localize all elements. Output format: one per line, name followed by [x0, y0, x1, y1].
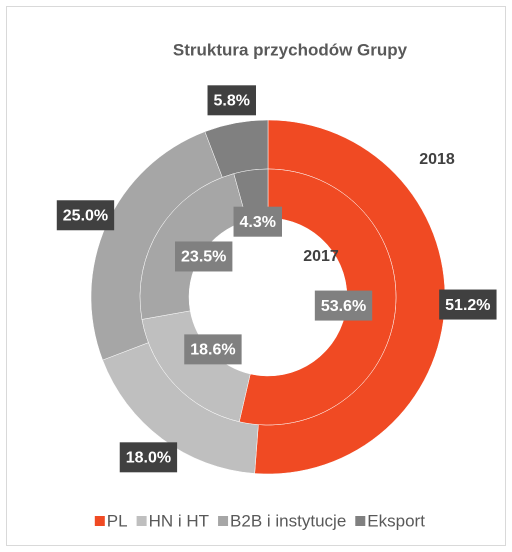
data-label: 53.6%: [314, 290, 373, 321]
data-label-box: [56, 200, 115, 231]
data-label-box: [184, 334, 242, 365]
data-label-text: 51.2%: [445, 297, 490, 314]
data-label-text: 18.0%: [126, 450, 171, 467]
legend-label: B2B i instytucje: [230, 511, 346, 530]
data-label: 18.0%: [119, 442, 178, 473]
data-label-box: [314, 290, 373, 321]
legend-swatch: [136, 516, 147, 526]
data-label: 25.0%: [56, 200, 115, 231]
data-label-box: [233, 206, 282, 237]
legend-label: Eksport: [367, 511, 425, 530]
series-name: 2018: [419, 151, 455, 168]
legend-swatch: [94, 516, 105, 526]
data-label-text: 53.6%: [321, 298, 366, 315]
data-label: 5.8%: [207, 85, 256, 116]
legend-swatch: [355, 516, 366, 526]
donut-slice: [238, 168, 397, 426]
data-label-box: [439, 289, 497, 320]
legend-swatch: [218, 516, 229, 526]
data-label-text: 4.3%: [240, 214, 276, 231]
data-label-box: [175, 241, 233, 272]
data-label-text: 23.5%: [181, 249, 226, 266]
legend: PL HN i HT B2B i instytucje Eksport: [94, 511, 425, 530]
data-label-text: 25.0%: [63, 207, 108, 224]
legend-label: PL: [107, 511, 128, 530]
chart-title: Struktura przychodów Grupy: [173, 40, 408, 59]
data-label: 23.5%: [175, 241, 233, 272]
data-label-text: 5.8%: [214, 93, 250, 110]
data-label-text: 18.6%: [190, 342, 235, 359]
data-label-box: [119, 442, 178, 473]
data-label: 4.3%: [233, 206, 282, 237]
data-label-box: [207, 85, 256, 116]
data-label: 18.6%: [184, 334, 242, 365]
series-name: 2017: [303, 248, 339, 265]
legend-label: HN i HT: [149, 511, 209, 530]
data-label: 51.2%: [439, 289, 497, 320]
